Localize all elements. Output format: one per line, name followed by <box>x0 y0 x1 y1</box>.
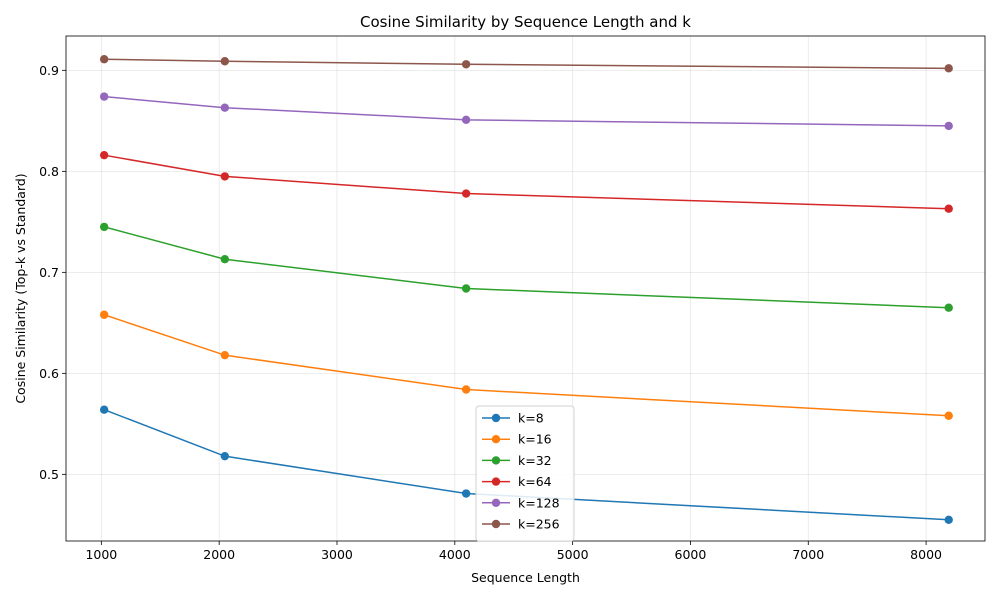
data-point <box>220 255 230 264</box>
series-k=16 <box>99 310 953 420</box>
x-tick-label: 2000 <box>203 547 235 562</box>
y-axis-ticks: 0.5 0.6 0.7 0.8 0.9 <box>39 63 66 482</box>
data-point <box>461 385 471 394</box>
legend-label: k=8 <box>518 411 544 426</box>
x-axis-label: Sequence Length <box>471 570 580 585</box>
y-tick-label: 0.5 <box>39 467 59 482</box>
x-tick-label: 6000 <box>675 547 707 562</box>
data-point <box>944 411 953 420</box>
series-k=32 <box>99 222 953 312</box>
data-point <box>461 189 471 198</box>
data-point <box>99 222 109 232</box>
legend: k=8 k=16 k=32 k=64 k=128 k=256 <box>475 405 575 542</box>
legend-label: k=32 <box>518 453 552 468</box>
series-layer <box>99 55 953 524</box>
x-tick-label: 8000 <box>910 547 942 562</box>
series-k=256 <box>99 55 953 73</box>
data-point <box>99 310 109 319</box>
data-point <box>944 303 953 312</box>
series-line <box>103 226 949 309</box>
series-k=64 <box>99 150 953 213</box>
series-line <box>104 154 949 210</box>
legend-marker <box>491 456 501 465</box>
legend-label: k=16 <box>518 432 552 447</box>
grid <box>66 36 985 541</box>
data-point <box>944 64 953 73</box>
legend-item: k=32 <box>482 453 552 468</box>
legend-item: k=16 <box>482 432 552 447</box>
legend-marker <box>491 435 501 444</box>
series-k=128 <box>99 92 953 131</box>
data-point <box>220 350 230 360</box>
legend-item: k=8 <box>482 411 544 426</box>
y-tick-label: 0.8 <box>39 164 59 179</box>
legend-item: k=256 <box>482 517 560 532</box>
legend-marker <box>491 413 501 423</box>
data-point <box>461 284 471 293</box>
data-point <box>461 60 471 69</box>
legend-marker <box>491 498 501 507</box>
chart-title: Cosine Similarity by Sequence Length and… <box>360 13 691 31</box>
data-point <box>99 405 109 414</box>
x-tick-label: 1000 <box>85 547 117 562</box>
x-axis-ticks: 1000 2000 3000 4000 5000 6000 7000 8000 <box>85 541 942 562</box>
data-point <box>99 150 109 160</box>
data-point <box>99 55 109 64</box>
legend-item: k=64 <box>482 474 552 489</box>
data-point <box>220 103 230 112</box>
y-axis-label: Cosine Similarity (Top-k vs Standard) <box>13 173 28 403</box>
data-point <box>461 489 471 498</box>
data-point <box>220 451 230 461</box>
series-line <box>104 95 949 127</box>
series-line <box>104 58 949 70</box>
y-tick-label: 0.6 <box>39 366 59 381</box>
y-tick-label: 0.9 <box>39 63 59 78</box>
data-point <box>944 515 953 524</box>
legend-marker <box>491 519 501 529</box>
legend-label: k=128 <box>518 495 560 510</box>
data-point <box>220 172 230 181</box>
series-line <box>103 409 949 521</box>
x-tick-label: 5000 <box>557 547 589 562</box>
data-point <box>99 92 109 101</box>
series-line <box>103 314 949 417</box>
legend-label: k=64 <box>518 474 552 489</box>
data-point <box>944 121 953 131</box>
legend-marker <box>491 477 501 486</box>
x-tick-label: 4000 <box>439 547 471 562</box>
data-point <box>461 115 471 125</box>
series-k=8 <box>99 405 953 524</box>
legend-label: k=256 <box>518 517 560 532</box>
data-point <box>944 204 953 213</box>
y-tick-label: 0.7 <box>39 265 59 280</box>
x-tick-label: 3000 <box>321 547 353 562</box>
legend-item: k=128 <box>482 495 560 510</box>
data-point <box>220 57 230 66</box>
x-tick-label: 7000 <box>792 547 824 562</box>
